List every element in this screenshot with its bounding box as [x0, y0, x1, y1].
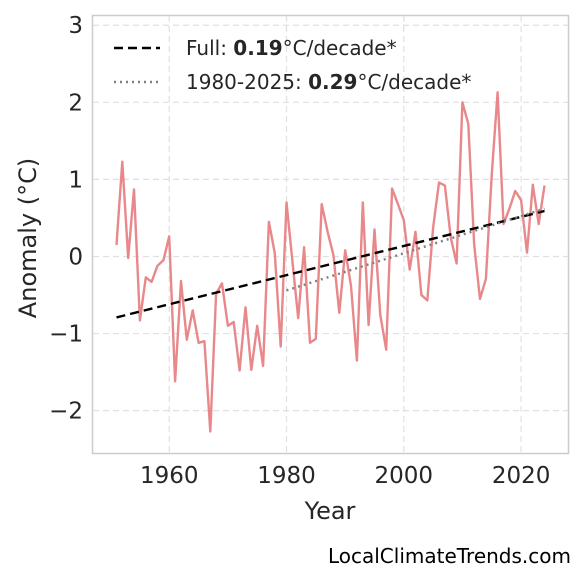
- x-tick-label: 1960: [140, 463, 199, 489]
- legend-value: 0.29: [308, 70, 357, 94]
- y-tick-label: 1: [68, 167, 83, 193]
- x-tick-label: 2020: [492, 463, 551, 489]
- legend-prefix: 1980-2025:: [186, 70, 308, 94]
- y-axis-title: Anomaly (°C): [14, 158, 42, 318]
- x-axis-title: Year: [304, 497, 356, 525]
- legend-value: 0.19: [233, 36, 282, 60]
- legend-entry-1980: 1980-2025: 0.29°C/decade*: [186, 70, 471, 94]
- x-tick-label: 1980: [257, 463, 316, 489]
- legend-suffix: °C/decade*: [357, 70, 471, 94]
- full-trend-line: [116, 209, 545, 319]
- legend-entry-full: Full: 0.19°C/decade*: [186, 36, 397, 60]
- y-tick-label: 2: [68, 90, 83, 116]
- y-tick-label: 3: [68, 13, 83, 39]
- grid: [93, 16, 568, 453]
- data-lines: [115, 91, 546, 433]
- y-axis: −2 −1 0 1 2 3: [49, 13, 83, 424]
- legend-prefix: Full:: [186, 36, 233, 60]
- x-tick-label: 2000: [375, 463, 434, 489]
- legend: Full: 0.19°C/decade* 1980-2025: 0.29°C/d…: [114, 36, 471, 94]
- legend-suffix: °C/decade*: [283, 36, 397, 60]
- credit-text: LocalClimateTrends.com: [327, 544, 571, 568]
- y-tick-label: −1: [49, 322, 83, 348]
- y-tick-label: −2: [49, 399, 83, 425]
- y-tick-label: 0: [68, 244, 83, 270]
- x-axis: 1960 1980 2000 2020: [140, 463, 550, 489]
- anomaly-series-line: [115, 91, 546, 433]
